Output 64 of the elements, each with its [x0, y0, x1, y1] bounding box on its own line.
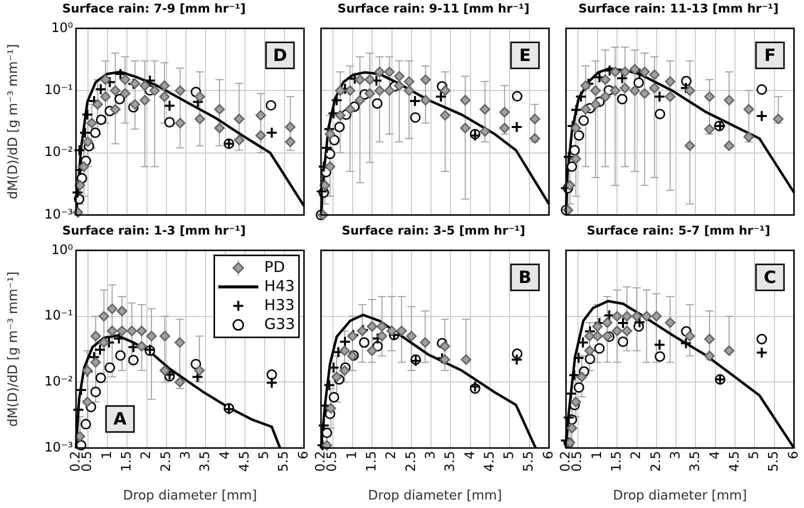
x-tick-label: 1: [590, 451, 605, 460]
x-tick-label: 1: [344, 451, 360, 460]
x-tick-label: 4: [218, 451, 233, 460]
annotation: E: [519, 46, 531, 66]
y-tick-label: 10⁻¹: [44, 308, 73, 324]
x-tick-label: 6: [786, 451, 802, 460]
annotation: F: [764, 46, 776, 66]
x-tick-label: 2.5: [158, 451, 174, 472]
x-tick-label: 2: [629, 451, 644, 460]
y-axis-title: dM(D)/dD [g m⁻³ mm⁻¹]: [6, 272, 22, 427]
x-axis-title: Drop diameter [mm]: [613, 488, 747, 504]
x-tick-label: 4.5: [482, 451, 498, 472]
y-axis-title: dM(D)/dD [g m⁻³ mm⁻¹]: [6, 44, 22, 200]
chart-title: Surface rain: 3-5 [mm hr⁻¹]: [342, 223, 526, 238]
legend-label: G33: [264, 314, 296, 333]
x-tick-label: 1: [100, 451, 115, 460]
x-tick-label: 1.5: [119, 451, 134, 472]
x-tick-label: 3: [423, 451, 438, 460]
x-tick-label: 0.5: [325, 451, 340, 472]
x-tick-label: 3.5: [688, 451, 704, 472]
y-tick-label: 10⁰: [51, 20, 73, 36]
x-tick-label: 5: [257, 451, 272, 460]
legend-label: H33: [264, 296, 295, 314]
x-tick-label: 3.5: [443, 451, 458, 472]
y-tick-label: 10⁰: [51, 242, 73, 258]
x-axis-title: Drop diameter [mm]: [123, 488, 257, 504]
y-tick-label: 10⁻²: [44, 374, 73, 390]
x-tick-label: 5.5: [766, 451, 782, 472]
x-tick-label: 5: [747, 451, 762, 460]
x-tick-label: 5.5: [276, 451, 292, 472]
x-tick-label: 2: [384, 451, 400, 460]
y-tick-label: 10⁻²: [44, 145, 73, 160]
y-tick-label: 10⁻³: [44, 207, 73, 222]
x-tick-label: 3: [668, 451, 684, 460]
x-tick-label: 0.5: [570, 451, 586, 472]
x-tick-label: 6: [541, 451, 556, 460]
legend-label: PD: [264, 258, 285, 276]
x-tick-label: 6: [296, 451, 312, 460]
chart-title: Surface rain: 9-11 [mm hr⁻¹]: [338, 1, 530, 16]
x-tick-label: 3: [178, 451, 194, 460]
x-tick-label: 1.5: [609, 451, 624, 472]
chart-title: Surface rain: 11-13 [mm hr⁻¹]: [578, 1, 779, 16]
x-tick-label: 4.5: [727, 451, 742, 472]
x-tick-label: 3.5: [198, 451, 214, 472]
x-tick-label: 4: [462, 451, 478, 460]
x-tick-label: 1.5: [364, 451, 380, 472]
legend-label: H43: [264, 276, 295, 295]
annotation: B: [518, 268, 532, 288]
x-tick-label: 5: [502, 451, 518, 460]
x-tick-label: 2: [139, 451, 154, 460]
annotation: D: [272, 46, 288, 66]
annotation: C: [764, 268, 776, 288]
x-tick-label: 4: [708, 451, 723, 460]
x-tick-label: 2.5: [404, 451, 419, 472]
x-tick-label: 0.5: [80, 451, 96, 472]
x-tick-label: 5.5: [522, 451, 537, 472]
x-tick-label: 2.5: [648, 451, 664, 472]
chart-title: Surface rain: 5-7 [mm hr⁻¹]: [586, 223, 770, 238]
chart-title: Surface rain: 7-9 [mm hr⁻¹]: [62, 1, 246, 16]
x-axis-title: Drop diameter [mm]: [368, 488, 502, 504]
y-tick-label: 10⁻¹: [44, 82, 73, 98]
x-tick-label: 4.5: [237, 451, 252, 472]
chart-title: Surface rain: 1-3 [mm hr⁻¹]: [62, 223, 246, 238]
annotation: A: [113, 409, 128, 430]
